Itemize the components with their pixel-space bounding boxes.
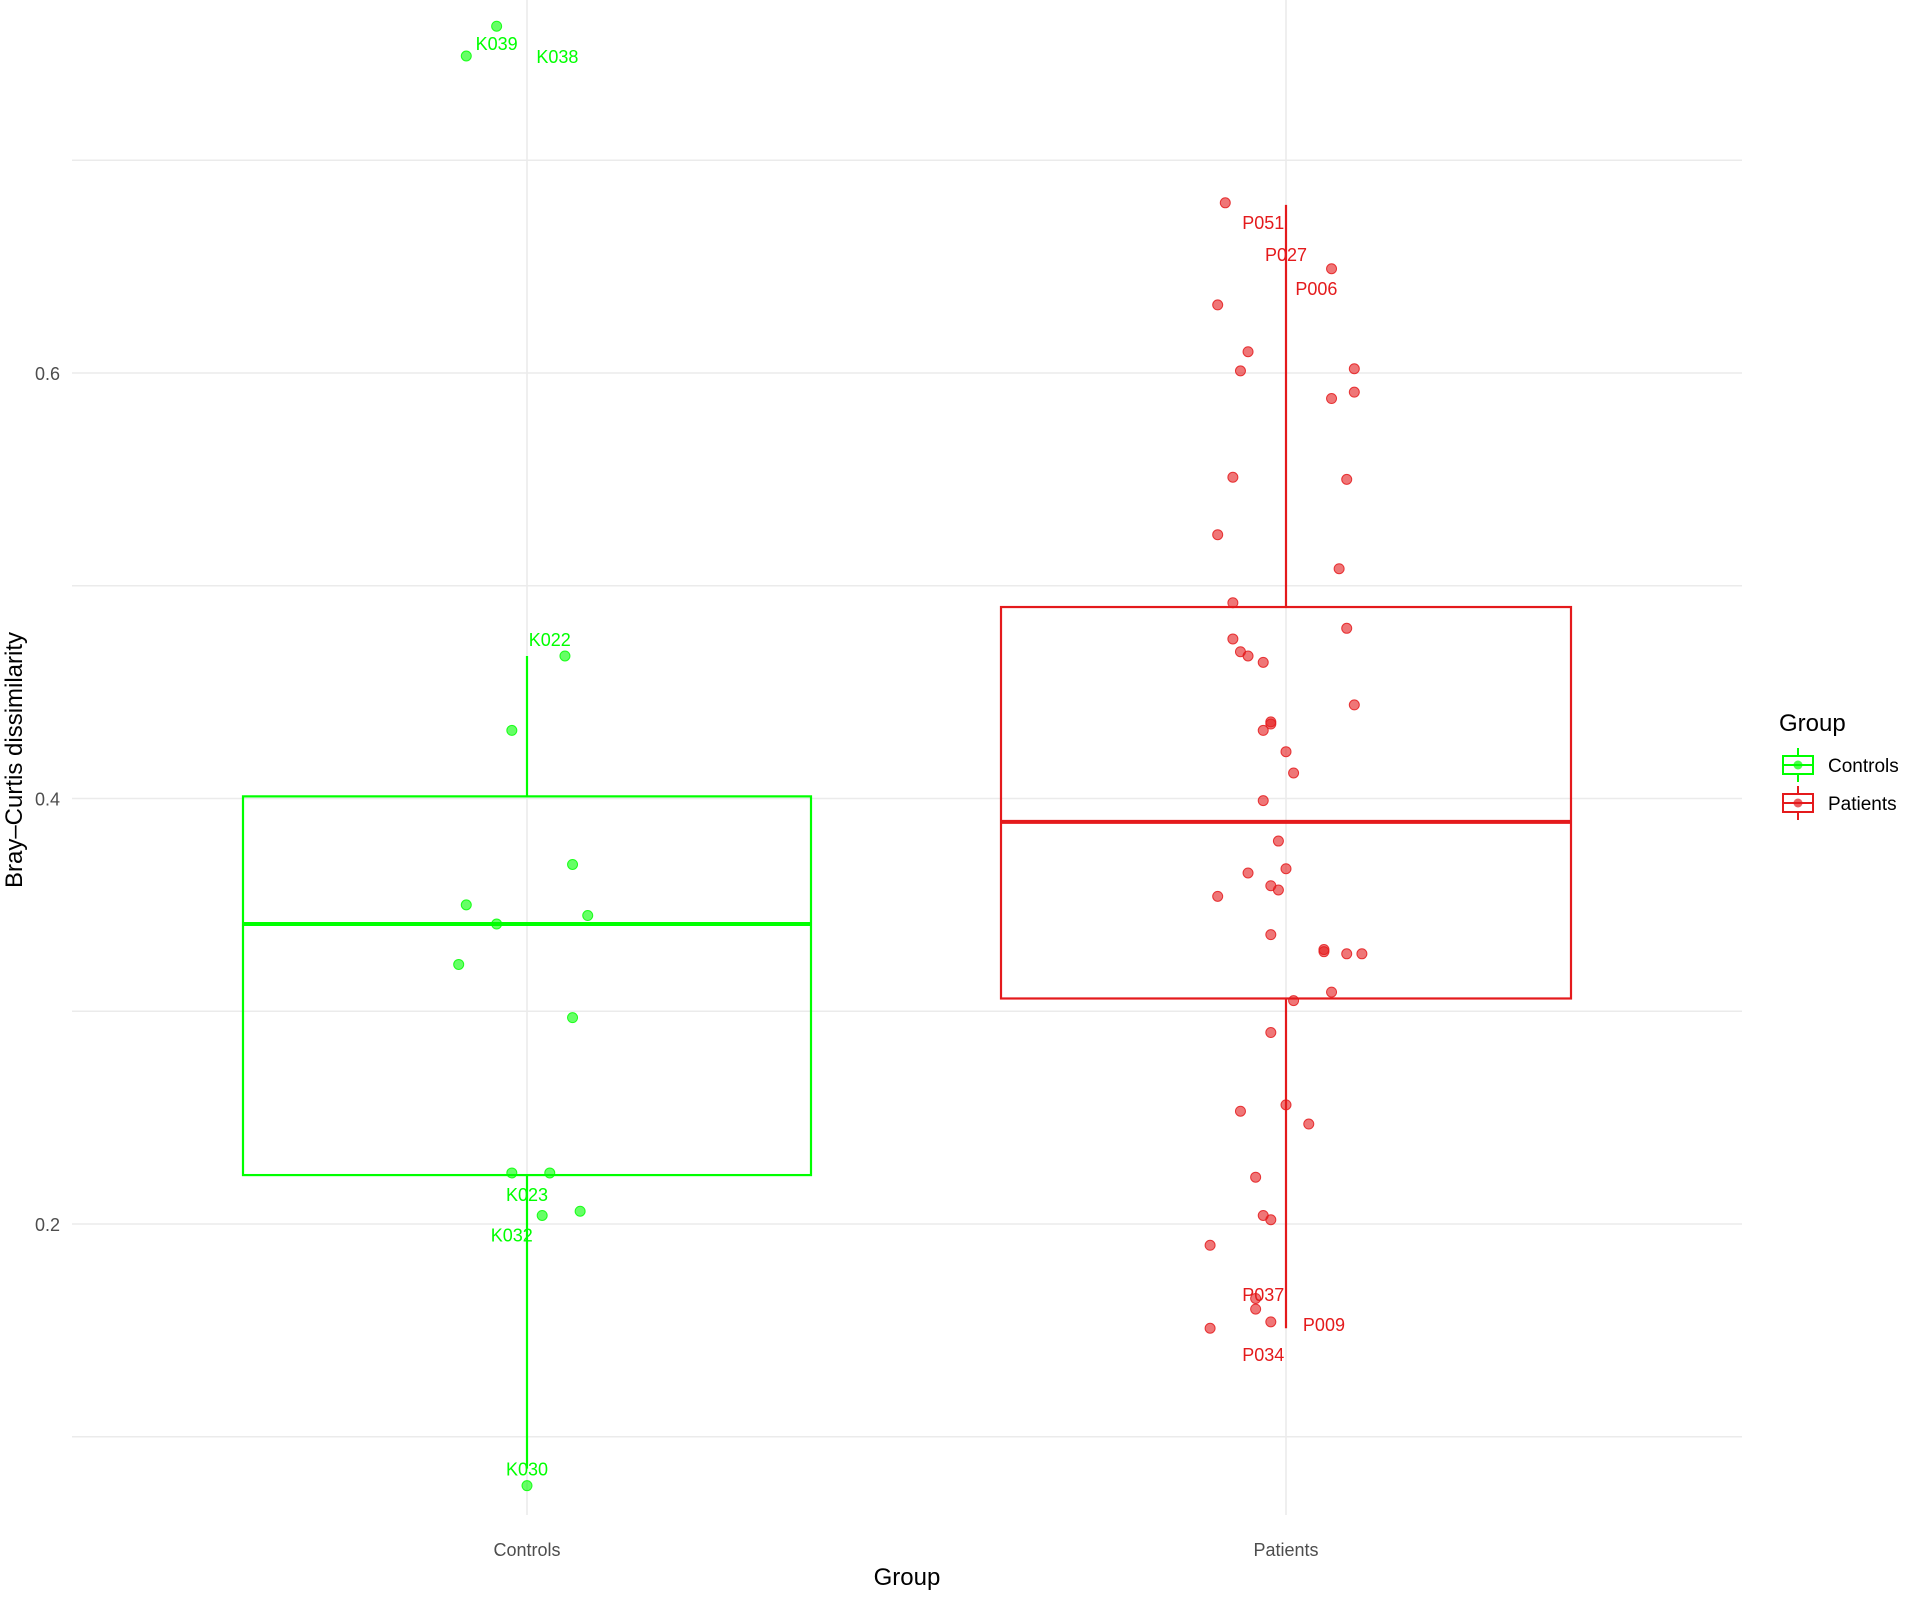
data-point	[1265, 718, 1277, 730]
data-point	[1257, 724, 1269, 736]
x-axis-title: Group	[874, 1564, 941, 1591]
data-point	[1257, 795, 1269, 807]
data-point	[536, 1209, 548, 1221]
data-point	[1341, 473, 1353, 485]
box-iqr	[241, 795, 813, 1177]
data-point	[1227, 597, 1239, 609]
data-point	[460, 50, 472, 62]
data-point	[1265, 1214, 1277, 1226]
data-point	[1280, 746, 1292, 758]
data-point	[1242, 650, 1254, 662]
data-point	[1234, 1105, 1246, 1117]
data-point	[1333, 563, 1345, 575]
point-label: P051	[1242, 213, 1284, 233]
data-point	[1265, 929, 1277, 941]
data-point	[1272, 884, 1284, 896]
point-label: K023	[506, 1185, 548, 1205]
data-point	[1204, 1322, 1216, 1334]
y-tick-label: 0.4	[35, 790, 60, 810]
data-point	[460, 899, 472, 911]
data-point	[1212, 529, 1224, 541]
data-point	[1250, 1303, 1262, 1315]
data-point	[1212, 299, 1224, 311]
y-tick-label: 0.2	[35, 1215, 60, 1235]
data-point	[1272, 835, 1284, 847]
data-point	[1341, 948, 1353, 960]
point-label: P027	[1265, 245, 1307, 265]
data-point	[1265, 1316, 1277, 1328]
boxes	[241, 204, 1573, 1469]
data-point	[521, 1480, 533, 1492]
data-point	[559, 650, 571, 662]
data-point	[1326, 263, 1338, 275]
data-point	[1326, 986, 1338, 998]
data-point	[1303, 1118, 1315, 1130]
data-point	[506, 724, 518, 736]
data-point	[1204, 1239, 1216, 1251]
point-label: K022	[529, 630, 571, 650]
data-point	[1318, 946, 1330, 958]
data-point	[1212, 890, 1224, 902]
box-iqr	[999, 605, 1573, 1000]
data-point	[1348, 363, 1360, 375]
data-point	[567, 1012, 579, 1024]
legend: Group Controls Patients	[1779, 710, 1899, 820]
data-point	[1280, 863, 1292, 875]
data-point	[1326, 393, 1338, 405]
data-point	[574, 1205, 586, 1217]
legend-title: Group	[1779, 710, 1846, 737]
data-point	[506, 1167, 518, 1179]
point-label: P034	[1242, 1345, 1284, 1365]
legend-entry: Patients	[1782, 786, 1897, 820]
data-point	[582, 910, 594, 922]
point-label: P037	[1242, 1285, 1284, 1305]
data-point	[1227, 471, 1239, 483]
data-point	[1356, 948, 1368, 960]
legend-entry: Controls	[1782, 748, 1899, 782]
legend-label: Patients	[1828, 794, 1897, 815]
x-tick-label: Controls	[493, 1540, 560, 1560]
legend-label: Controls	[1828, 756, 1899, 777]
points	[453, 20, 1368, 1492]
point-labels: K039 K038 K022 K023 K032 K030 P051 P027 P006 P037…	[476, 34, 1345, 1479]
data-point	[1242, 346, 1254, 358]
point-label: P009	[1303, 1315, 1345, 1335]
data-point	[491, 918, 503, 930]
data-point	[1234, 365, 1246, 377]
data-point	[453, 958, 465, 970]
axes: Group Bray–Curtis dissimilarity 0.2 0.4 0.…	[1, 364, 1319, 1591]
data-point	[567, 858, 579, 870]
y-tick-label: 0.6	[35, 364, 60, 384]
data-point	[1242, 867, 1254, 879]
data-point	[544, 1167, 556, 1179]
data-point	[1250, 1292, 1262, 1304]
data-point	[1288, 767, 1300, 779]
point-label: P006	[1295, 279, 1337, 299]
data-point	[1227, 633, 1239, 645]
x-tick-label: Patients	[1253, 1540, 1318, 1560]
data-point	[1348, 386, 1360, 398]
point-label: K039	[476, 34, 518, 54]
gridlines	[72, 0, 1742, 1515]
point-label: K038	[536, 47, 578, 67]
data-point	[1250, 1171, 1262, 1183]
data-point	[491, 20, 503, 32]
y-axis-title: Bray–Curtis dissimilarity	[1, 632, 28, 888]
legend-key-point	[1793, 798, 1803, 808]
point-label: K030	[506, 1460, 548, 1480]
point-label: K032	[491, 1226, 533, 1246]
legend-key-point	[1793, 760, 1803, 770]
data-point	[1265, 1027, 1277, 1039]
data-point	[1348, 699, 1360, 711]
data-point	[1288, 995, 1300, 1007]
data-point	[1280, 1099, 1292, 1111]
data-point	[1257, 656, 1269, 668]
data-point	[1341, 622, 1353, 634]
data-point	[1219, 197, 1231, 209]
